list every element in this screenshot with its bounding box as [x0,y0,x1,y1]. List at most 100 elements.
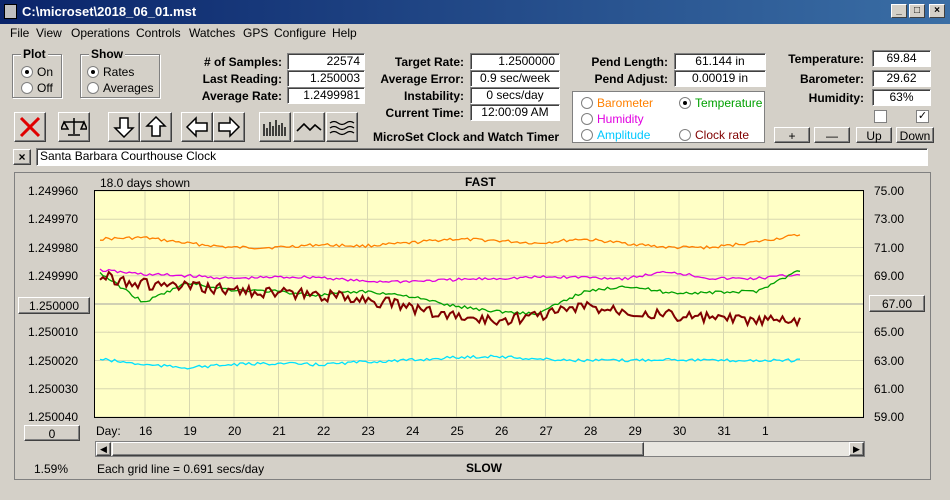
minimize-button[interactable]: _ [891,4,907,18]
arrow-down-button[interactable] [108,112,140,142]
series-temperature-label: Temperature [695,96,763,110]
current-time-field: 12:00:09 AM [470,104,560,121]
series-line-amplitude [99,354,801,370]
show-rates-radio[interactable]: Rates [87,65,134,79]
app-icon [4,4,17,19]
scroll-thumb[interactable] [112,442,644,456]
samples-label: # of Samples: [203,55,282,69]
series-line-humidity [99,268,801,284]
bar-graph-icon [263,120,286,136]
checkbox-right[interactable]: ✓ [916,110,929,123]
x-axis-tick: 28 [584,424,598,438]
plot-area [94,190,864,418]
humidity-field: 63% [872,89,931,106]
show-averages-radio[interactable]: Averages [87,81,153,95]
menu-bar: File View Operations Controls Watches GP… [0,24,950,42]
grid-note: Each grid line = 0.691 secs/day [97,462,265,476]
checkbox-left[interactable] [874,110,887,123]
right-axis-center-button[interactable]: 67.00 [869,295,925,312]
slow-label: SLOW [466,461,502,475]
menu-controls[interactable]: Controls [136,26,181,40]
left-axis-tick: 1.249980 [28,240,79,255]
barometer-label: Barometer: [799,72,864,86]
instability-field: 0 secs/day [470,87,560,104]
scale-minus-button[interactable]: — [814,127,850,143]
last-reading-field: 1.250003 [287,70,365,87]
x-axis-tick: 16 [139,424,153,438]
series-line-barometer [100,233,801,250]
fast-label: FAST [465,175,496,189]
pend-adjust-field: 0.00019 in [674,70,766,87]
pend-length-label: Pend Length: [591,55,668,69]
average-rate-label: Average Rate: [201,89,282,103]
x-axis-label: Day: [96,424,121,438]
clock-name-field[interactable]: Santa Barbara Courthouse Clock [36,148,928,166]
average-error-field: 0.9 sec/week [470,70,560,87]
plot-off-radio[interactable]: Off [21,81,53,95]
maximize-button[interactable]: □ [909,4,925,18]
scale-balance-icon [61,118,87,136]
humidity-label: Humidity: [808,91,864,105]
plot-on-radio[interactable]: On [21,65,53,79]
x-axis-tick: 21 [272,424,286,438]
scale-up-button[interactable]: Up [856,127,892,143]
target-rate-field: 1.2500000 [470,53,560,70]
scroll-right-button[interactable]: ▶ [849,442,864,456]
arrow-right-button[interactable] [213,112,245,142]
right-axis-tick: 61.00 [874,381,905,396]
right-axis-tick: 73.00 [874,212,905,227]
barometer-field: 29.62 [872,70,931,87]
left-axis-tick: 1.249970 [28,212,79,227]
plot-svg [95,190,863,418]
close-button[interactable]: × [929,4,945,18]
series-amplitude-radio[interactable]: Amplitude [581,128,650,142]
menu-file[interactable]: File [10,26,30,40]
x-axis-tick: 31 [717,424,731,438]
horizontal-scrollbar[interactable]: ◀ ▶ [95,441,865,457]
x-axis-tick: 22 [317,424,331,438]
scale-down-button[interactable]: Down [896,127,934,143]
series-barometer-radio[interactable]: Barometer [581,96,653,110]
left-axis-tick: 1.249990 [28,268,79,283]
menu-configure[interactable]: Configure [274,26,327,40]
target-rate-label: Target Rate: [394,55,464,69]
scale-plus-button[interactable]: + [774,127,810,143]
zero-button[interactable]: 0 [24,425,80,441]
series-clockrate-radio[interactable]: Clock rate [679,128,749,142]
clear-button[interactable] [14,112,46,142]
show-group: Show Rates Averages [80,47,160,98]
left-axis-tick: 1.250040 [28,410,79,424]
series-line-clock-rate [99,270,801,328]
series-clockrate-label: Clock rate [695,128,750,142]
x-axis-tick: 25 [450,424,464,438]
x-axis-tick: 27 [539,424,553,438]
window-title: C:\microset\2018_06_01.mst [22,4,197,19]
current-time-label: Current Time: [385,106,464,120]
series-humidity-radio[interactable]: Humidity [581,112,644,126]
wave-view-button[interactable] [326,112,358,142]
menu-watches[interactable]: Watches [189,26,236,40]
menu-gps[interactable]: GPS [243,26,269,40]
bars-view-button[interactable] [259,112,291,142]
line-view-button[interactable] [293,112,325,142]
right-axis-tick: 71.00 [874,240,905,255]
arrow-left-button[interactable] [181,112,213,142]
menu-operations[interactable]: Operations [71,26,130,40]
left-axis-center-button[interactable]: 1.250000 [18,297,90,314]
x-axis-tick: 20 [228,424,242,438]
menu-view[interactable]: View [36,26,62,40]
app-caption: MicroSet Clock and Watch Timer [373,130,560,144]
arrow-up-button[interactable] [140,112,172,142]
average-error-label: Average Error: [380,72,464,86]
x-axis-tick: 19 [183,424,197,438]
series-temperature-radio[interactable]: Temperature [679,96,762,110]
clock-name-close-button[interactable]: × [13,149,31,165]
left-axis-tick: 1.250020 [28,353,79,368]
balance-button[interactable] [58,112,90,142]
menu-help[interactable]: Help [332,26,357,40]
pend-adjust-label: Pend Adjust: [594,72,668,86]
scroll-left-button[interactable]: ◀ [96,442,111,456]
arrow-down-icon [113,117,135,138]
red-x-icon [19,116,41,138]
left-axis-tick: 1.250010 [28,325,79,340]
